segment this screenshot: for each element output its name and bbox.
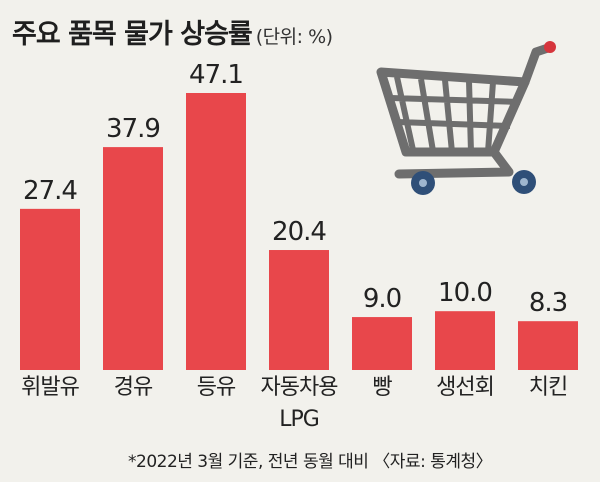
bar-1 (20, 208, 80, 370)
value-label-4: 20.4 (272, 217, 326, 247)
category-label-3: 등유 (197, 375, 236, 400)
category-label-7: 치킨 (529, 375, 567, 400)
value-label-1: 27.4 (23, 176, 77, 206)
bar-3 (186, 93, 246, 370)
bar-5 (352, 317, 412, 370)
bar-2 (103, 147, 163, 370)
value-label-6: 10.0 (438, 278, 492, 308)
category-label-6: 생선회 (436, 375, 494, 400)
bar-4 (269, 250, 329, 370)
bar-6 (435, 311, 495, 370)
value-label-2: 37.9 (106, 114, 160, 144)
shopping-cart-icon (376, 41, 556, 195)
value-label-5: 9.0 (363, 284, 401, 314)
category-label-4: 자동차용 LPG (261, 375, 339, 432)
footnote-source: *2022년 3월 기준, 전년 동월 대비 〈자료: 통계청〉 (128, 452, 493, 472)
unit-label: (단위: %) (255, 26, 333, 48)
chart-header: 주요 품목 물가 상승률 (단위: %) (12, 12, 333, 51)
bar-7 (518, 321, 578, 370)
chart-title: 주요 품목 물가 상승률 (12, 19, 253, 50)
value-label-7: 8.3 (529, 288, 567, 318)
category-label-5: 빵 (372, 375, 392, 400)
value-label-3: 47.1 (189, 60, 243, 90)
category-label-2: 경유 (114, 375, 153, 400)
category-label-1: 휘발유 (21, 375, 79, 400)
